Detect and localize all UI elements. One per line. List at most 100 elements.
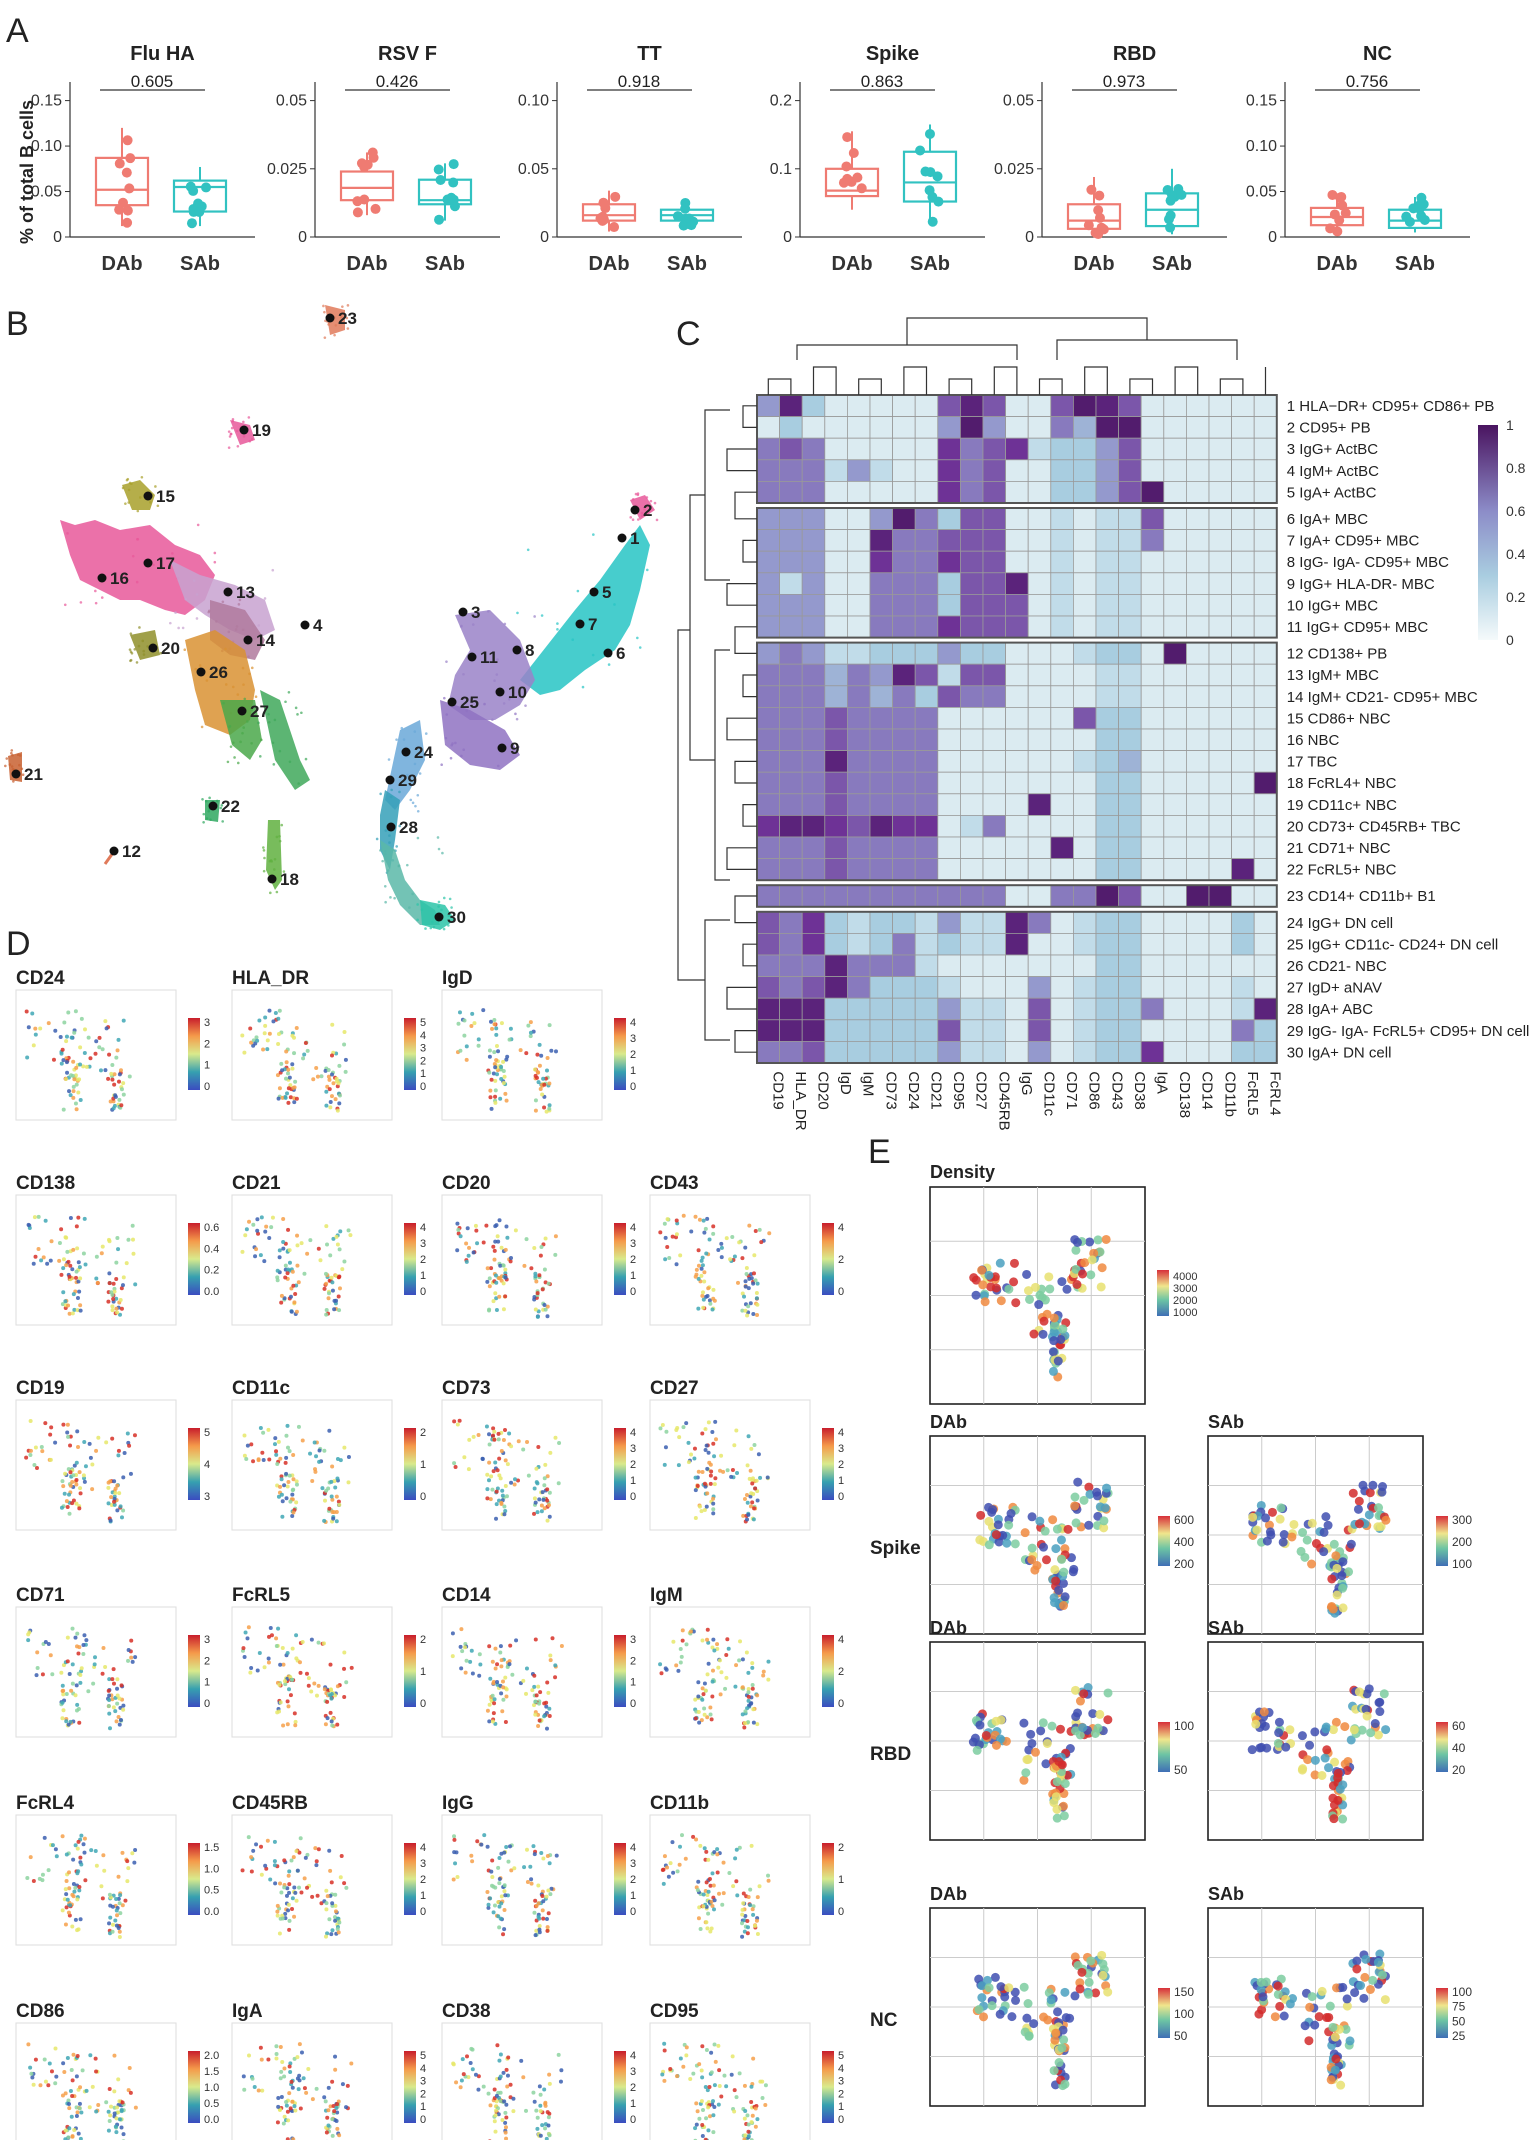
marker-expression-point <box>77 2106 82 2111</box>
marker-expression-point <box>81 1642 86 1647</box>
marker-expression-point <box>746 1895 751 1900</box>
marker-legend-tick: 2 <box>630 2082 636 2094</box>
heatmap-cell <box>1073 771 1097 795</box>
marker-expression-point <box>536 1914 541 1919</box>
umap-cell-point <box>246 720 249 723</box>
marker-expression-point <box>99 1251 104 1256</box>
marker-expression-point <box>284 1496 289 1501</box>
marker-expression-point <box>335 1108 340 1113</box>
heatmap-cell <box>1095 663 1120 687</box>
marker-expression-point <box>545 1068 550 1073</box>
density-point <box>1084 1520 1094 1530</box>
marker-expression-point <box>33 1032 38 1037</box>
marker-expression-point <box>462 1645 467 1650</box>
umap-cell-point <box>454 741 457 745</box>
marker-expression-point <box>538 1690 543 1695</box>
heatmap-col-label: IgG <box>1018 1071 1035 1095</box>
marker-expression-point <box>458 1644 463 1649</box>
marker-legend-tick: 0.5 <box>204 1885 219 1897</box>
marker-expression-point <box>325 1931 330 1936</box>
heatmap-cell <box>937 685 961 708</box>
marker-expression-point <box>60 2093 65 2098</box>
marker-expression-point <box>78 1486 83 1491</box>
heatmap-cell <box>756 529 781 552</box>
umap-cell-point <box>411 801 415 805</box>
marker-expression-point <box>473 1223 478 1228</box>
marker-plot-frame <box>231 1399 393 1531</box>
marker-expression-point <box>258 2045 263 2050</box>
marker-expression-point <box>119 1286 124 1291</box>
marker-expression-point <box>330 1022 335 1027</box>
marker-expression-point <box>290 1492 295 1497</box>
marker-expression-point <box>486 1905 491 1910</box>
heatmap-cell <box>1231 685 1255 708</box>
marker-expression-point <box>79 1833 84 1838</box>
marker-expression-point <box>110 1929 115 1934</box>
umap-cell-point <box>229 432 233 436</box>
marker-expression-point <box>123 1898 128 1903</box>
marker-expression-point <box>485 1279 490 1284</box>
marker-expression-point <box>65 1635 70 1640</box>
heatmap-cell <box>1005 615 1029 639</box>
marker-expression-point <box>499 1064 504 1069</box>
marker-expression-point <box>287 2064 292 2069</box>
heatmap-cell <box>1073 437 1097 461</box>
heatmap-row-label: 29 IgG- IgA- FcRL5+ CD95+ DN cell <box>1287 1023 1530 1040</box>
density-point <box>1056 1334 1066 1344</box>
density-point <box>1086 1956 1096 1966</box>
marker-expression-point <box>127 1443 132 1448</box>
marker-expression-point <box>113 1491 118 1496</box>
marker-expression-point <box>707 1876 712 1881</box>
marker-expression-point <box>487 1460 492 1465</box>
heatmap-cell <box>960 437 984 461</box>
marker-expression-point <box>86 1035 91 1040</box>
heatmap-cell <box>1231 480 1255 504</box>
marker-expression-point <box>503 2120 508 2125</box>
marker-legend-tick: 4 <box>838 1427 844 1439</box>
marker-expression-point <box>737 1658 742 1663</box>
marker-expression-point <box>288 1499 293 1504</box>
marker-expression-point <box>674 1232 679 1237</box>
heatmap-cell <box>982 437 1007 461</box>
marker-expression-point <box>75 1702 80 1707</box>
marker-expression-point <box>244 1227 249 1232</box>
heatmap-cell <box>1231 663 1255 687</box>
marker-expression-point <box>336 1930 341 1935</box>
density-title: Density <box>930 1162 995 1182</box>
umap-cell-point <box>296 713 299 716</box>
umap-cell-point <box>94 589 97 593</box>
marker-expression-point <box>285 1423 290 1428</box>
heatmap-cell <box>756 437 781 461</box>
marker-expression-point <box>746 2122 751 2127</box>
cluster-label: 29 <box>398 771 417 790</box>
density-point <box>1305 2002 1315 2012</box>
marker-expression-point <box>470 1671 475 1676</box>
marker-expression-point <box>60 1302 65 1307</box>
marker-expression-point <box>749 2120 754 2125</box>
density-point <box>1048 1366 1058 1376</box>
heatmap-cell <box>1095 933 1120 956</box>
marker-expression-point <box>464 1057 469 1062</box>
marker-expression-point <box>299 2050 304 2055</box>
heatmap-cell <box>1118 685 1142 708</box>
marker-expression-point <box>78 1855 83 1860</box>
heatmap-col-label: CD95 <box>950 1071 967 1109</box>
marker-expression-point <box>534 1928 539 1933</box>
heatmap-cell <box>960 707 984 730</box>
marker-expression-point <box>325 1242 330 1247</box>
marker-expression-point <box>265 1838 270 1843</box>
marker-expression-point <box>538 2109 543 2114</box>
marker-expression-point <box>503 1893 508 1898</box>
marker-expression-point <box>120 1283 125 1288</box>
marker-expression-point <box>512 1482 517 1487</box>
marker-expression-point <box>251 1222 256 1227</box>
marker-expression-point <box>489 1474 494 1479</box>
marker-expression-point <box>455 1248 460 1253</box>
marker-legend-tick: 3 <box>204 1017 210 1029</box>
marker-expression-point <box>88 1455 93 1460</box>
marker-expression-point <box>466 1253 471 1258</box>
marker-legend-tick: 4 <box>630 1017 636 1029</box>
density-point <box>1065 2013 1075 2023</box>
heatmap-cell <box>1208 642 1233 665</box>
heatmap-cell <box>824 394 848 418</box>
